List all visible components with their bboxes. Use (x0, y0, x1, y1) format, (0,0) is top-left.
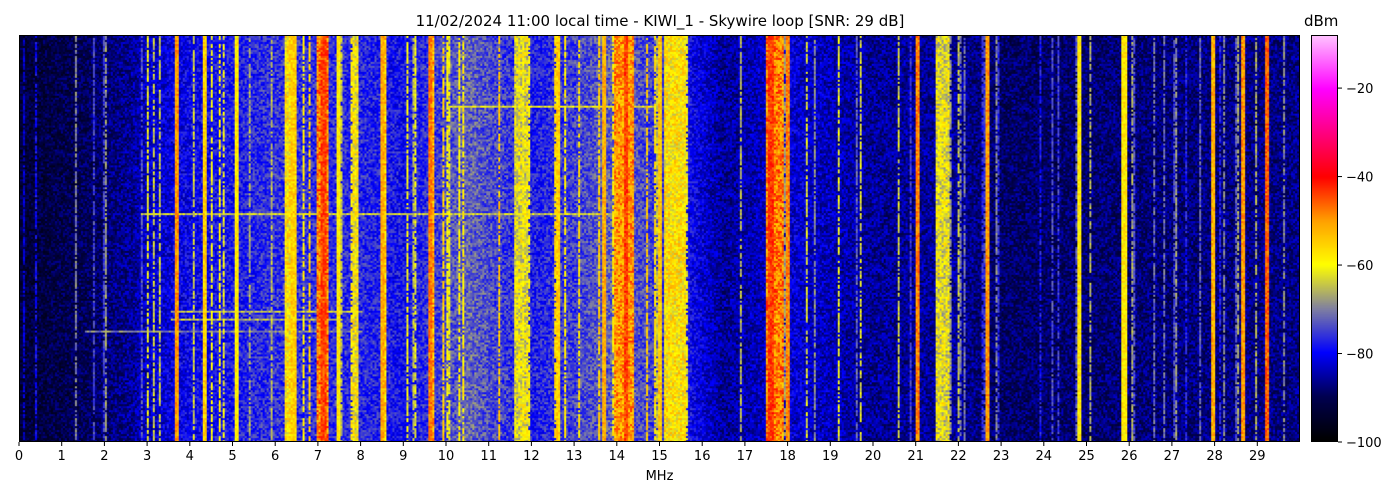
x-tick-label: 1 (58, 449, 66, 464)
chart-title: 11/02/2024 11:00 local time - KIWI_1 - S… (415, 12, 905, 30)
colorbar-tick-label: −100 (1346, 436, 1382, 451)
x-tick-label: 15 (651, 449, 668, 464)
x-tick-label: 3 (143, 449, 151, 464)
x-tick-label: 13 (566, 449, 583, 464)
x-tick-label: 4 (186, 449, 194, 464)
x-tick-label: 11 (480, 449, 497, 464)
x-tick-label: 5 (228, 449, 236, 464)
x-tick-label: 28 (1206, 449, 1223, 464)
x-tick-label: 7 (314, 449, 322, 464)
colorbar-tick-label: −60 (1346, 259, 1373, 274)
x-tick-label: 12 (523, 449, 540, 464)
colorbar-tick-label: −80 (1346, 348, 1373, 363)
x-tick-label: 29 (1249, 449, 1266, 464)
x-tick-label: 14 (609, 449, 626, 464)
x-tick-label: 26 (1121, 449, 1138, 464)
colorbar-tick-label: −20 (1346, 82, 1373, 97)
x-tick-label: 23 (993, 449, 1010, 464)
x-tick-label: 17 (737, 449, 754, 464)
colorbar-unit-label: dBm (1304, 12, 1339, 30)
x-tick-label: 9 (399, 449, 407, 464)
x-tick-label: 19 (822, 449, 839, 464)
x-tick-label: 22 (950, 449, 967, 464)
x-tick-label: 16 (694, 449, 711, 464)
x-tick-label: 8 (356, 449, 364, 464)
x-tick-label: 25 (1078, 449, 1095, 464)
waterfall-plot-area (19, 35, 1300, 442)
x-tick-label: 10 (438, 449, 455, 464)
x-tick-label: 18 (779, 449, 796, 464)
colorbar-tick-label: −40 (1346, 171, 1373, 186)
x-tick-label: 21 (907, 449, 924, 464)
x-tick-label: 27 (1164, 449, 1181, 464)
x-tick-label: 20 (865, 449, 882, 464)
x-axis-label: MHz (645, 469, 674, 484)
colorbar (1311, 35, 1338, 442)
x-tick-label: 6 (271, 449, 279, 464)
x-tick-label: 24 (1036, 449, 1053, 464)
x-tick-label: 2 (100, 449, 108, 464)
x-tick-label: 0 (15, 449, 23, 464)
